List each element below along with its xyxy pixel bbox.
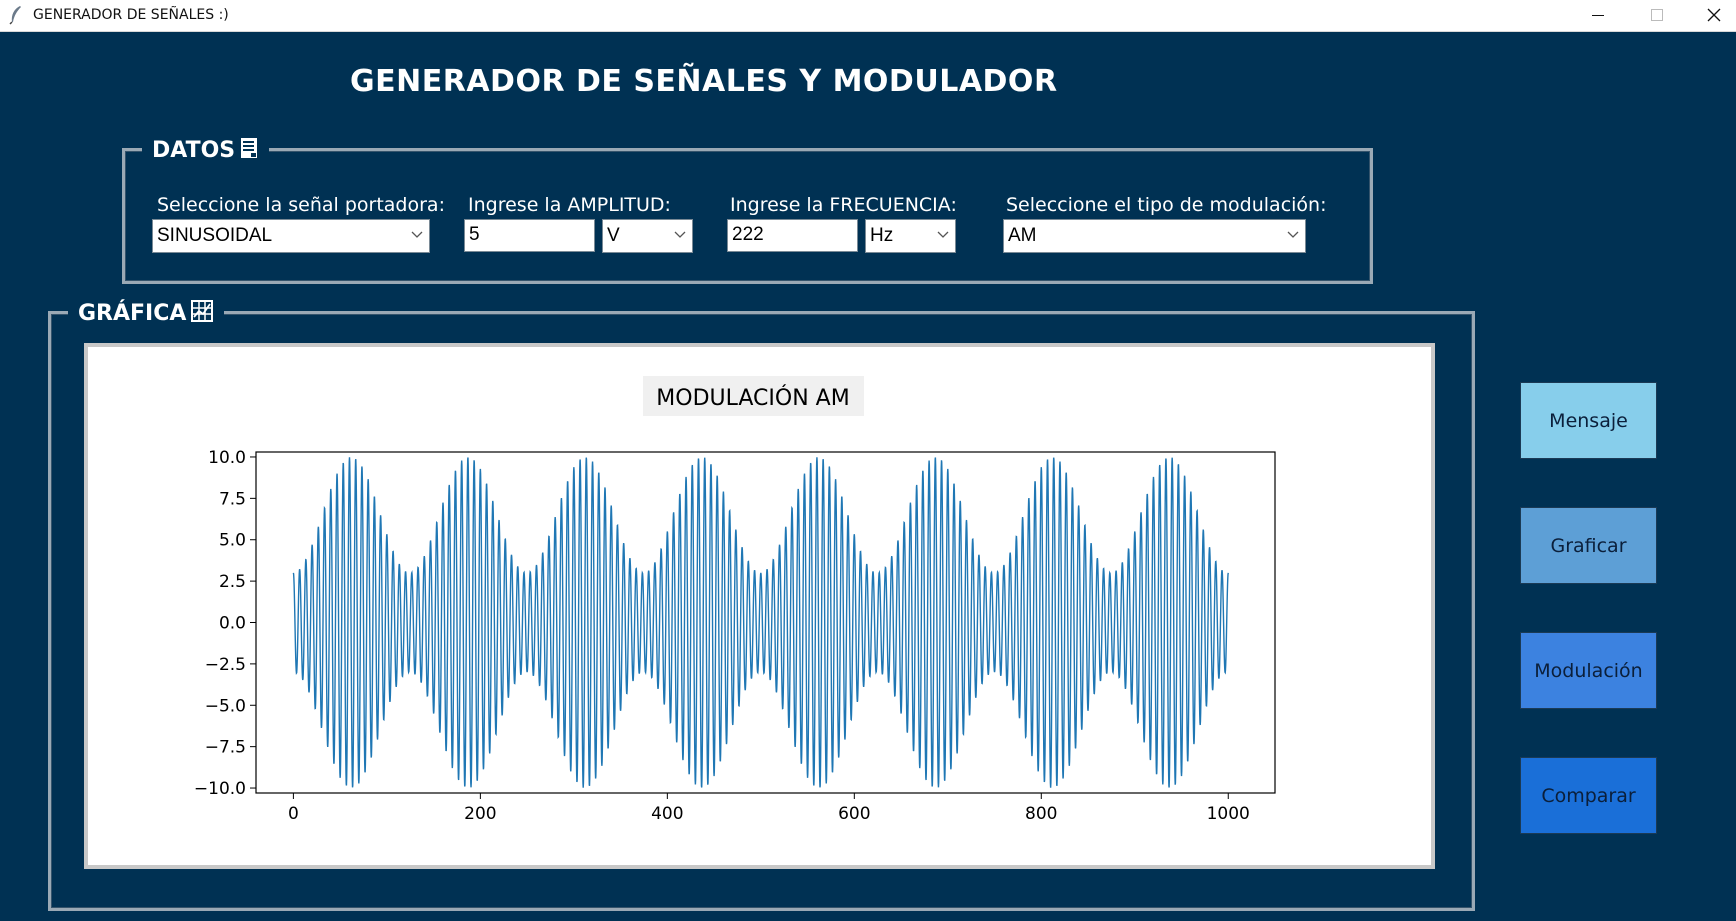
amplitude-label: Ingrese la AMPLITUD:: [468, 194, 671, 216]
x-tick-label: 400: [651, 804, 683, 824]
amplitude-input[interactable]: 5: [464, 219, 595, 252]
chart-svg: MODULACIÓN AM 0 200 400 600 800 1000 10.0 7.5 5.…: [194, 376, 1276, 824]
x-tick-label: 600: [838, 804, 870, 824]
close-icon: [1707, 8, 1721, 22]
y-tick-label: −7.5: [205, 738, 246, 758]
notepad-icon: [241, 138, 258, 158]
modulation-value: AM: [1008, 225, 1037, 246]
grafica-legend-label: GRÁFICA: [78, 301, 187, 326]
amplitude-unit-select[interactable]: V: [602, 219, 693, 253]
window-title: GENERADOR DE SEÑALES :): [33, 7, 229, 23]
chevron-down-icon: [411, 231, 423, 238]
frequency-unit-value: Hz: [870, 225, 894, 246]
datos-legend-label: DATOS: [152, 138, 236, 163]
amplitude-unit-value: V: [607, 225, 620, 246]
modulation-label: Seleccione el tipo de modulación:: [1006, 194, 1327, 216]
y-tick-label: 10.0: [208, 448, 246, 468]
carrier-value: SINUSOIDAL: [157, 225, 273, 246]
maximize-icon: [1651, 9, 1663, 21]
carrier-label: Seleccione la señal portadora:: [157, 194, 445, 216]
y-tick-label: −10.0: [194, 779, 246, 799]
page-title: GENERADOR DE SEÑALES Y MODULADOR: [350, 64, 1058, 99]
mensaje-button[interactable]: Mensaje: [1520, 382, 1657, 459]
y-tick-label: 5.0: [219, 531, 246, 551]
close-button[interactable]: [1686, 0, 1736, 31]
chart-title: MODULACIÓN AM: [656, 385, 849, 411]
frequency-label: Ingrese la FRECUENCIA:: [730, 194, 957, 216]
y-tick-label: −5.0: [205, 696, 246, 716]
chevron-down-icon: [937, 231, 949, 238]
chevron-down-icon: [674, 231, 686, 238]
window-titlebar: GENERADOR DE SEÑALES :): [0, 0, 1736, 32]
chart-canvas: MODULACIÓN AM 0 200 400 600 800 1000 10.0 7.5 5.…: [84, 343, 1435, 869]
modulacion-button[interactable]: Modulación: [1520, 632, 1657, 709]
grid-chart-icon: [191, 300, 214, 322]
modulation-select[interactable]: AM: [1003, 219, 1306, 253]
feather-icon: [9, 6, 21, 25]
datos-legend: DATOS: [142, 136, 270, 163]
y-tick-label: 0.0: [219, 614, 246, 634]
frequency-unit-select[interactable]: Hz: [865, 219, 956, 253]
minimize-icon: [1592, 15, 1604, 16]
y-tick-label: 7.5: [219, 489, 246, 509]
y-tick-label: 2.5: [219, 572, 246, 592]
grafica-legend: GRÁFICA: [68, 299, 225, 326]
x-tick-label: 0: [288, 804, 299, 824]
comparar-button[interactable]: Comparar: [1520, 757, 1657, 834]
minimize-button[interactable]: [1570, 0, 1626, 31]
signal-line: [292, 457, 1229, 788]
x-tick-label: 200: [464, 804, 496, 824]
datos-frame: [122, 148, 1373, 284]
chevron-down-icon: [1287, 231, 1299, 238]
frequency-input[interactable]: 222: [727, 219, 858, 252]
x-tick-label: 800: [1025, 804, 1057, 824]
y-tick-label: −2.5: [205, 655, 246, 675]
graficar-button[interactable]: Graficar: [1520, 507, 1657, 584]
chart-title-background: [643, 376, 864, 416]
carrier-select[interactable]: SINUSOIDAL: [152, 219, 430, 253]
x-tick-label: 1000: [1207, 804, 1250, 824]
grafica-frame: [48, 311, 1475, 911]
maximize-button[interactable]: [1629, 0, 1685, 31]
